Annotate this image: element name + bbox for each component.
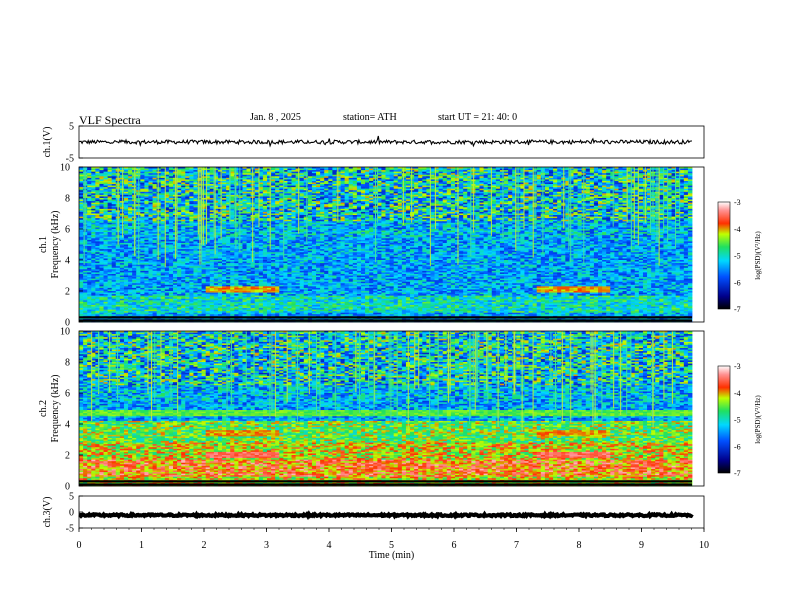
- ch1-spectrogram-ytick-label: 4: [65, 256, 70, 267]
- ch2-spectrogram-colorbar-tick: -6: [734, 442, 741, 451]
- ch1-spectrogram-colorbar-tick: -3: [734, 198, 741, 207]
- ch1-spectrogram-colorbar-label: log(PSD)(V²/Hz): [754, 231, 762, 280]
- ch2-spectrogram-ytick-label: 4: [65, 420, 70, 431]
- ch1-spectrogram-ytick-label: 10: [60, 163, 70, 174]
- ch1-spectrogram-ylabel-channel: ch.1: [38, 236, 49, 253]
- ch2-spectrogram-ylabel-freq: Frequency (kHz): [50, 374, 61, 442]
- vlf-figure: 5-5ch.1(V)0246810ch.1 Frequency (kHz)-3-4…: [0, 0, 792, 612]
- ch3-waveform-ytick-label: 5: [69, 492, 74, 503]
- ch1-waveform-ylabel: ch.1(V): [42, 127, 53, 158]
- ch1-spectrogram-colorbar-tick: -5: [734, 252, 741, 261]
- x-tick-label: 8: [577, 540, 582, 551]
- ch1-spectrogram-colorbar-tick: -7: [734, 305, 741, 314]
- x-tick-label: 3: [264, 540, 269, 551]
- ch1-spectrogram-ytick-label: 8: [65, 194, 70, 205]
- ch2-spectrogram-colorbar-tick: -7: [734, 469, 741, 478]
- ch1-spectrogram-ytick-label: 2: [65, 287, 70, 298]
- x-tick-label: 7: [514, 540, 519, 551]
- x-tick-label: 9: [639, 540, 644, 551]
- x-tick-label: 2: [202, 540, 207, 551]
- ch1-waveform-trace: [79, 136, 692, 146]
- ch2-spectrogram-colorbar-tick: -5: [734, 416, 741, 425]
- ch1-spectrogram-colorbar: [718, 202, 730, 309]
- ch2-spectrogram: [79, 331, 692, 486]
- ch2-spectrogram-colorbar-tick: -3: [734, 362, 741, 371]
- x-tick-label: 0: [77, 540, 82, 551]
- ch2-spectrogram-ytick-label: 8: [65, 358, 70, 369]
- ch2-spectrogram-colorbar-tick: -4: [734, 389, 741, 398]
- ch2-spectrogram-colorbar: [718, 366, 730, 473]
- ch3-waveform-trace: [79, 514, 692, 516]
- x-axis-label: Time (min): [369, 550, 414, 561]
- ch3-waveform-ylabel: ch.3(V): [42, 497, 53, 528]
- ch3-waveform-ytick-label: -5: [66, 524, 74, 535]
- ch2-spectrogram-ytick-label: 2: [65, 451, 70, 462]
- ch2-spectrogram-colorbar-label: log(PSD)(V²/Hz): [754, 395, 762, 444]
- x-tick-label: 10: [699, 540, 709, 551]
- ch3-waveform-ytick-label: 0: [69, 508, 74, 519]
- ch1-spectrogram-colorbar-tick: -6: [734, 278, 741, 287]
- ch2-spectrogram-ytick-label: 10: [60, 327, 70, 338]
- ch2-spectrogram-ylabel-channel: ch.2: [38, 400, 49, 417]
- ch1-waveform-ytick-label: 5: [69, 122, 74, 133]
- ch1-spectrogram-ylabel-freq: Frequency (kHz): [50, 210, 61, 278]
- ch1-spectrogram-colorbar-tick: -4: [734, 225, 741, 234]
- x-tick-label: 6: [452, 540, 457, 551]
- x-tick-label: 1: [139, 540, 144, 551]
- ch1-spectrogram: [79, 167, 692, 322]
- x-tick-label: 4: [327, 540, 332, 551]
- ch1-spectrogram-ytick-label: 6: [65, 225, 70, 236]
- ch3-waveform-frame: [79, 496, 704, 528]
- ch2-spectrogram-ytick-label: 6: [65, 389, 70, 400]
